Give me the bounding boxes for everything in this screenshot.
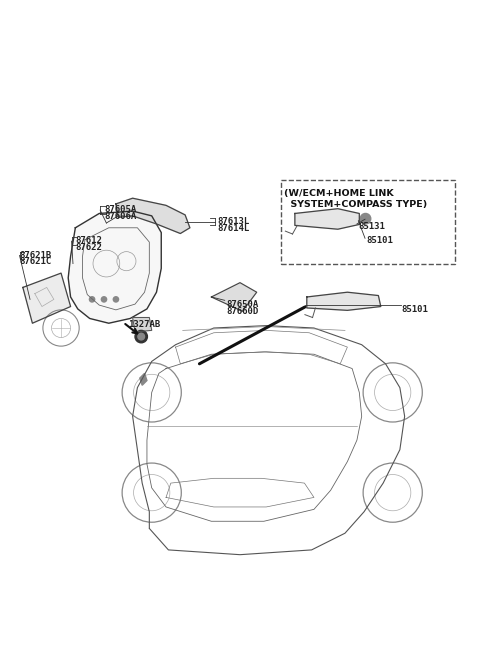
Text: 87622: 87622 bbox=[75, 243, 102, 252]
Text: 87614L: 87614L bbox=[217, 224, 249, 233]
Text: 87660D: 87660D bbox=[227, 307, 259, 316]
Polygon shape bbox=[307, 292, 381, 310]
Polygon shape bbox=[295, 209, 360, 229]
Text: 87605A: 87605A bbox=[104, 205, 136, 215]
Text: 85101: 85101 bbox=[401, 305, 428, 314]
Circle shape bbox=[138, 333, 144, 340]
Text: 85101: 85101 bbox=[366, 236, 393, 245]
Polygon shape bbox=[23, 273, 71, 323]
Circle shape bbox=[89, 296, 96, 302]
Text: 87621B: 87621B bbox=[20, 251, 52, 260]
Text: (W/ECM+HOME LINK: (W/ECM+HOME LINK bbox=[284, 189, 394, 197]
Text: 1327AB: 1327AB bbox=[128, 320, 160, 329]
Text: SYSTEM+COMPASS TYPE): SYSTEM+COMPASS TYPE) bbox=[284, 200, 428, 209]
Polygon shape bbox=[116, 198, 190, 234]
Polygon shape bbox=[211, 283, 257, 312]
Circle shape bbox=[135, 331, 147, 343]
Text: 87650A: 87650A bbox=[227, 300, 259, 310]
Circle shape bbox=[360, 213, 371, 224]
Text: 87613L: 87613L bbox=[217, 217, 249, 226]
Polygon shape bbox=[132, 318, 152, 332]
Text: 87606A: 87606A bbox=[104, 212, 136, 221]
Text: 87621C: 87621C bbox=[20, 257, 52, 266]
Polygon shape bbox=[140, 373, 147, 385]
Polygon shape bbox=[68, 211, 161, 323]
Bar bbox=[281, 180, 455, 264]
Text: 85131: 85131 bbox=[359, 222, 385, 231]
Text: 87612: 87612 bbox=[75, 236, 102, 245]
Circle shape bbox=[113, 296, 119, 302]
Circle shape bbox=[101, 296, 108, 302]
